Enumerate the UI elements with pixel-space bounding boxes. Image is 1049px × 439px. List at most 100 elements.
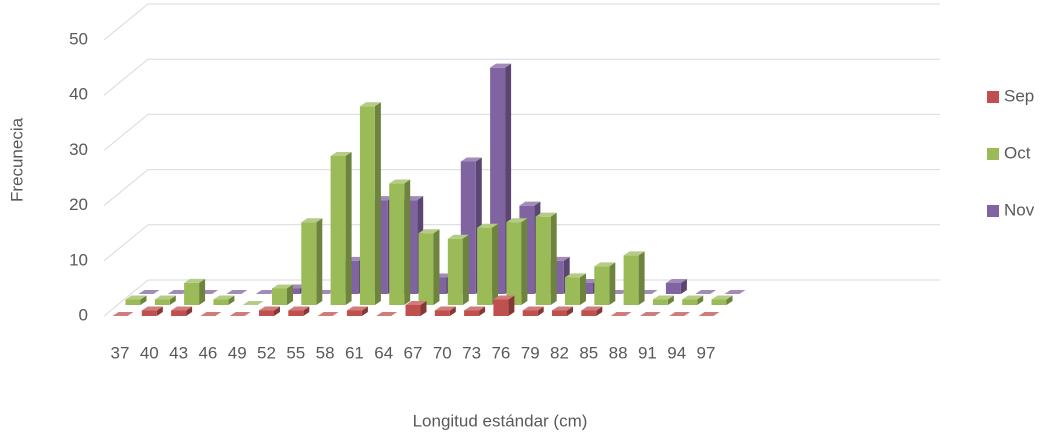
bar-3d [229, 312, 251, 316]
bar-3d [301, 218, 323, 305]
bar [535, 216, 551, 305]
y-tick-label: 40 [69, 85, 88, 104]
bar-3d [184, 278, 206, 305]
bar-side [274, 306, 280, 316]
bar [594, 266, 610, 305]
bar-3d [711, 295, 733, 305]
bar-side [420, 300, 427, 316]
x-tick-label: 46 [198, 343, 217, 362]
bar [506, 222, 522, 305]
grid-line [103, 58, 940, 96]
bar-3d [213, 295, 235, 305]
bar-top [682, 295, 704, 300]
bar-side [186, 306, 193, 316]
bar [447, 238, 463, 305]
bar [259, 310, 274, 316]
x-tick-label: 64 [374, 343, 393, 362]
bar-side [726, 295, 733, 305]
bar-top [652, 295, 674, 300]
bar-top [184, 278, 206, 283]
x-tick-label: 91 [638, 343, 657, 362]
x-axis-title: Longitud estándar (cm) [413, 411, 588, 430]
bar-top [112, 312, 134, 316]
bar-3d [724, 290, 746, 294]
legend-label: Sep [1004, 86, 1034, 105]
bar-top [418, 229, 440, 234]
bar [171, 310, 187, 316]
bar [405, 304, 421, 316]
bar-3d [535, 212, 557, 305]
y-tick-label: 50 [69, 29, 88, 48]
legend-swatch [987, 148, 999, 160]
bar-top [695, 290, 717, 294]
bar-3d [255, 290, 277, 294]
bar [493, 299, 509, 316]
bar-top [346, 306, 368, 311]
bar-3d [493, 295, 515, 316]
bar-top [213, 295, 235, 300]
bar [565, 277, 580, 305]
bar-top [200, 312, 222, 316]
grid-line [103, 224, 940, 262]
x-tick-label: 40 [140, 343, 159, 362]
bar-3d [639, 312, 661, 316]
bar-side [521, 218, 528, 305]
bar-3d [242, 301, 264, 305]
bar-side [316, 218, 323, 305]
x-tick-label: 76 [491, 343, 510, 362]
bar-3d [665, 278, 687, 294]
bar-3d [359, 102, 381, 305]
bar-3d [552, 306, 573, 316]
bar-top [493, 295, 515, 300]
bar-top [594, 262, 616, 267]
bar-3d [447, 234, 469, 305]
bar-side [492, 223, 499, 305]
bar-3d [125, 295, 147, 305]
bar [359, 106, 375, 305]
bar-top [167, 290, 189, 294]
x-tick-label: 49 [228, 343, 247, 362]
bar [330, 155, 346, 305]
bar-3d [259, 306, 280, 316]
bar-3d [226, 290, 248, 294]
bar-3d [477, 223, 499, 305]
legend-label: Nov [1004, 200, 1035, 219]
x-tick-label: 94 [667, 343, 686, 362]
bar-3d [434, 306, 456, 316]
bar-top [171, 306, 193, 311]
y-axis-title: Frecunecia [7, 117, 26, 202]
bar-top [610, 312, 632, 316]
grid-line [103, 113, 940, 151]
bar-side [345, 151, 352, 305]
y-tick-label: 10 [69, 250, 88, 269]
bar-3d [317, 312, 339, 316]
bar-side [156, 306, 163, 316]
bar [477, 227, 493, 305]
bar [464, 310, 480, 316]
bar-top [330, 151, 352, 156]
bar-3d [405, 300, 427, 316]
bar-3d [376, 312, 398, 316]
legend-label: Oct [1004, 143, 1031, 162]
bar [652, 299, 668, 305]
bar-3d [346, 306, 368, 316]
bar-top [359, 102, 381, 107]
bar-side [404, 179, 411, 305]
bar-top [506, 218, 528, 223]
bar-side [449, 306, 456, 316]
bar-top [581, 306, 603, 311]
bar-top [522, 306, 544, 311]
bar-3d [141, 306, 163, 316]
grid-line [103, 169, 940, 206]
x-tick-label: 67 [404, 343, 423, 362]
x-tick-label: 61 [345, 343, 364, 362]
bar-top [490, 63, 512, 68]
x-tick-label: 37 [111, 343, 130, 362]
legend-swatch [987, 205, 999, 217]
bar-3d [682, 295, 704, 305]
x-tick-label: 88 [609, 343, 628, 362]
bar-top [272, 284, 293, 289]
x-tick-label: 73 [462, 343, 481, 362]
bar-3d [272, 284, 293, 305]
bar-3d [138, 290, 160, 294]
